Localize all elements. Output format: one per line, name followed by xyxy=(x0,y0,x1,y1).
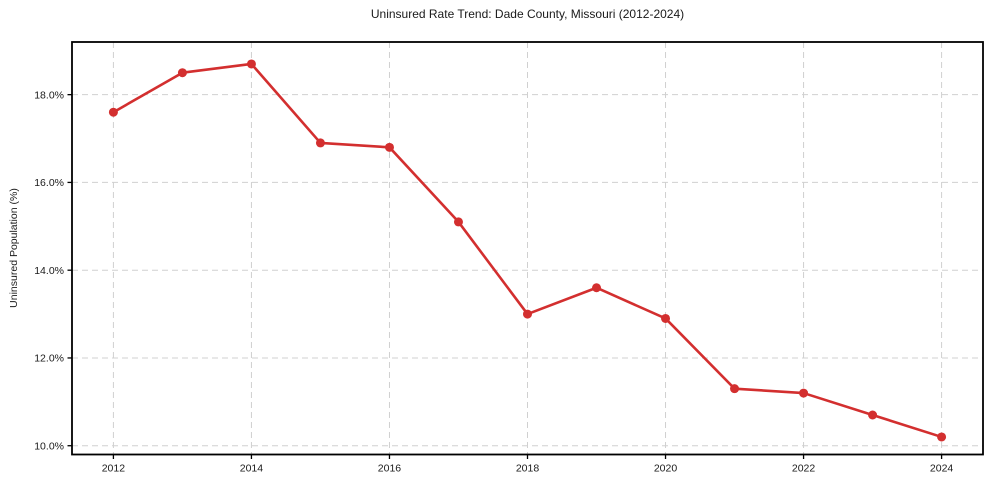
data-point-2024 xyxy=(937,432,947,442)
x-tick-label: 2016 xyxy=(378,463,402,475)
data-point-2019 xyxy=(592,283,602,293)
data-point-2021 xyxy=(730,384,740,394)
data-point-2020 xyxy=(661,313,671,323)
data-point-2014 xyxy=(246,59,256,69)
data-point-2013 xyxy=(177,68,187,78)
x-tick-label: 2014 xyxy=(240,463,264,475)
trend-line xyxy=(112,62,943,439)
data-point-2017 xyxy=(453,217,463,227)
data-point-2016 xyxy=(384,142,394,152)
data-point-2015 xyxy=(315,138,325,148)
y-axis-label: Uninsured Population (%) xyxy=(8,188,20,308)
x-tick-label: 2012 xyxy=(102,463,126,475)
y-tick-label: 14.0% xyxy=(34,265,64,277)
y-tick-label: 10.0% xyxy=(34,440,64,452)
x-tick-label: 2024 xyxy=(930,463,954,475)
data-point-2023 xyxy=(868,410,878,420)
data-point-2022 xyxy=(799,388,809,398)
chart-title: Uninsured Rate Trend: Dade County, Misso… xyxy=(370,7,685,21)
x-tick-label: 2018 xyxy=(516,463,540,475)
data-point-2012 xyxy=(108,107,118,117)
x-tick-label: 2020 xyxy=(654,463,678,475)
x-tick-label: 2022 xyxy=(792,463,816,475)
y-tick-label: 18.0% xyxy=(34,89,64,101)
y-tick-label: 16.0% xyxy=(34,177,64,189)
y-tick-label: 12.0% xyxy=(34,353,64,365)
data-point-2018 xyxy=(523,309,532,319)
